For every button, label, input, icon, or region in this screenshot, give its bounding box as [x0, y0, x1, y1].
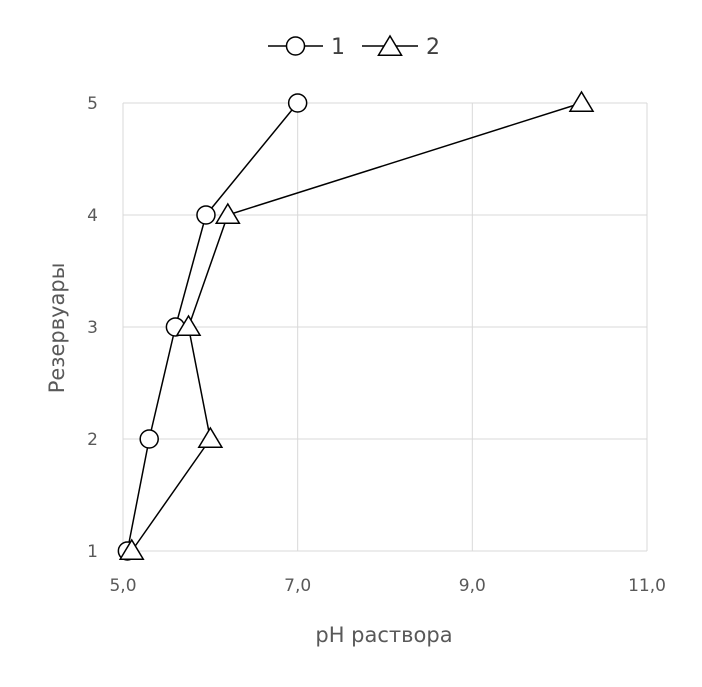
series-2-point	[568, 90, 595, 112]
series-2-point	[197, 426, 224, 448]
y-tick-label: 5	[87, 94, 98, 114]
plot-area	[117, 90, 595, 561]
series-1-point	[196, 205, 216, 225]
y-tick-label: 2	[87, 430, 98, 450]
x-tick-label: 7,0	[284, 576, 311, 596]
series-2-point	[214, 202, 241, 224]
series-1-point	[287, 93, 308, 113]
legend-2-marker	[377, 34, 403, 56]
x-tick-label: 11,0	[628, 576, 666, 596]
y-tick-label: 4	[87, 206, 98, 226]
series-2-point	[175, 314, 202, 336]
grid	[122, 102, 648, 552]
x-axis-title: pH раствора	[315, 623, 452, 647]
legend-2-label: 2	[426, 35, 440, 60]
series-1-point	[139, 429, 159, 449]
axis-ticks: 1 2 3 4 5 5,0 7,0 9,0 11,0	[87, 94, 666, 596]
y-tick-label: 3	[87, 318, 98, 338]
y-tick-label: 1	[87, 542, 98, 562]
x-tick-label: 9,0	[459, 576, 486, 596]
x-tick-label: 5,0	[109, 576, 136, 596]
y-axis-title: Резервуары	[45, 263, 69, 394]
series-2-point	[118, 538, 145, 560]
legend-1-marker	[285, 36, 306, 56]
legend-1-label: 1	[331, 35, 345, 60]
